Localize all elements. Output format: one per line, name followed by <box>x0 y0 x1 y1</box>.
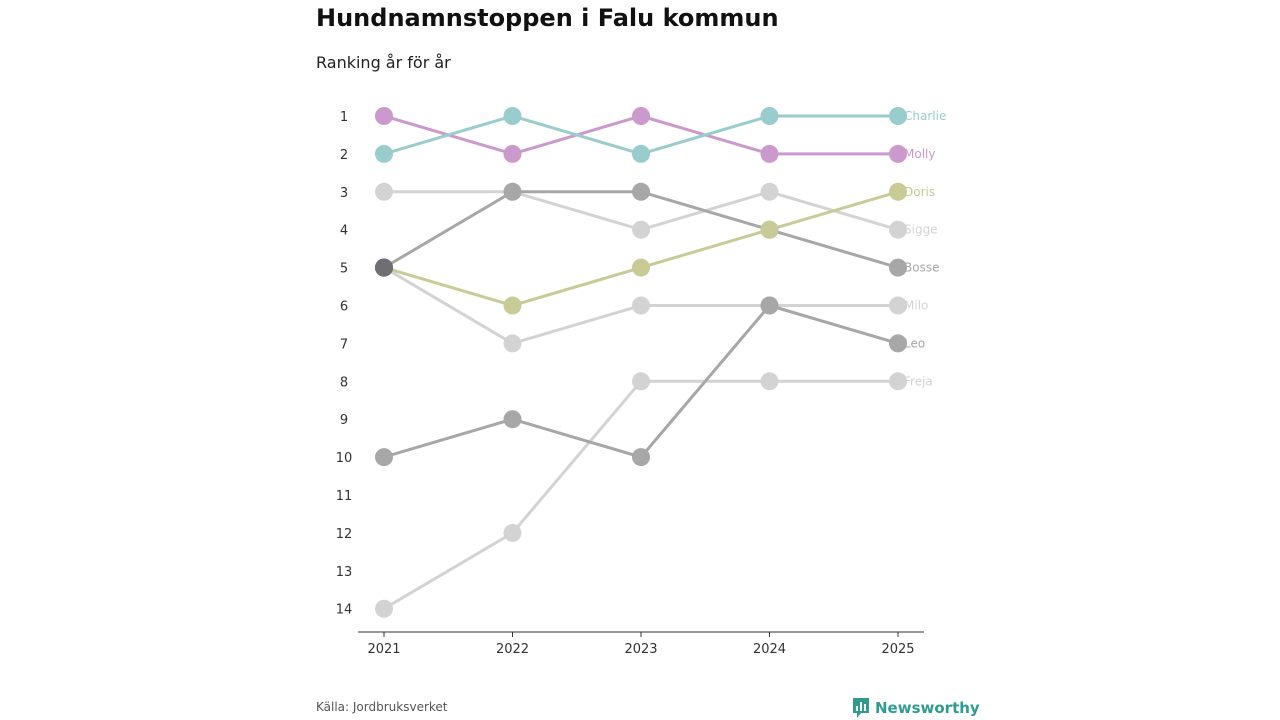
data-point-molly <box>760 144 779 163</box>
data-point-doris <box>503 296 522 315</box>
data-point-bosse <box>889 258 907 277</box>
y-tick-label: 9 <box>340 413 348 428</box>
y-tick-label: 4 <box>340 224 348 239</box>
data-point-charlie <box>760 107 779 125</box>
chart-subtitle: Ranking år för år <box>316 53 451 72</box>
brand-name: Newsworthy <box>875 699 980 717</box>
data-point-milo <box>889 296 907 315</box>
x-tick-label: 2023 <box>624 642 657 657</box>
data-point-leo <box>760 296 779 315</box>
data-point-milo <box>503 334 522 353</box>
brand-logo: Newsworthy <box>852 697 980 719</box>
series-label-molly: Molly <box>904 147 935 161</box>
y-tick-label: 11 <box>336 489 353 504</box>
data-point-charlie <box>889 107 907 125</box>
y-tick-label: 2 <box>340 148 348 163</box>
y-tick-label: 7 <box>340 337 348 352</box>
series-line-freja <box>382 379 900 611</box>
series-line-doris <box>382 190 900 307</box>
data-point-sigge <box>889 220 907 239</box>
y-tick-label: 3 <box>340 186 348 201</box>
data-point-doris <box>760 220 779 239</box>
y-tick-label: 8 <box>340 375 348 390</box>
data-point-leo <box>632 448 650 467</box>
data-point-sigge <box>632 220 650 239</box>
data-point-charlie <box>632 144 650 163</box>
data-point-leo <box>889 334 907 353</box>
data-point-bosse <box>632 182 650 201</box>
data-point-milo <box>632 296 650 315</box>
data-point-freja <box>632 372 650 391</box>
x-tick-label: 2021 <box>367 642 400 657</box>
data-point-freja <box>375 599 393 618</box>
series-label-leo: Leo <box>904 336 925 350</box>
data-point-charlie <box>375 144 393 163</box>
chart-title: Hundnamnstoppen i Falu kommun <box>316 4 779 32</box>
source-note: Källa: Jordbruksverket <box>316 700 448 714</box>
x-tick-label: 2025 <box>881 642 914 657</box>
data-point-doris <box>889 182 907 201</box>
series-label-milo: Milo <box>904 299 928 313</box>
data-point-leo <box>503 410 522 429</box>
data-point-freja <box>889 372 907 391</box>
series-label-sigge: Sigge <box>904 223 938 237</box>
data-point-charlie <box>503 107 522 125</box>
y-tick-label: 14 <box>336 603 353 618</box>
series-label-charlie: Charlie <box>904 109 946 123</box>
data-point-molly <box>503 144 522 163</box>
data-point-molly <box>632 107 650 125</box>
data-point-doris <box>375 258 393 277</box>
bar-chart-icon <box>853 698 869 718</box>
series-label-doris: Doris <box>904 185 935 199</box>
x-tick-label: 2024 <box>753 642 786 657</box>
y-tick-label: 12 <box>336 527 353 542</box>
y-tick-label: 13 <box>336 565 353 580</box>
x-tick-label: 2022 <box>496 642 529 657</box>
data-point-sigge <box>760 182 779 201</box>
data-point-molly <box>889 144 907 163</box>
data-point-doris <box>632 258 650 277</box>
data-point-bosse <box>503 182 522 201</box>
data-point-leo <box>375 448 393 467</box>
data-point-freja <box>503 523 522 542</box>
series-label-freja: Freja <box>904 374 933 388</box>
y-tick-label: 10 <box>336 451 353 466</box>
data-point-sigge <box>375 182 393 201</box>
y-tick-label: 6 <box>340 300 348 315</box>
series-label-bosse: Bosse <box>904 261 939 275</box>
y-tick-label: 1 <box>340 110 348 125</box>
data-point-freja <box>760 372 779 391</box>
data-point-molly <box>375 107 393 125</box>
y-tick-label: 5 <box>340 262 348 277</box>
